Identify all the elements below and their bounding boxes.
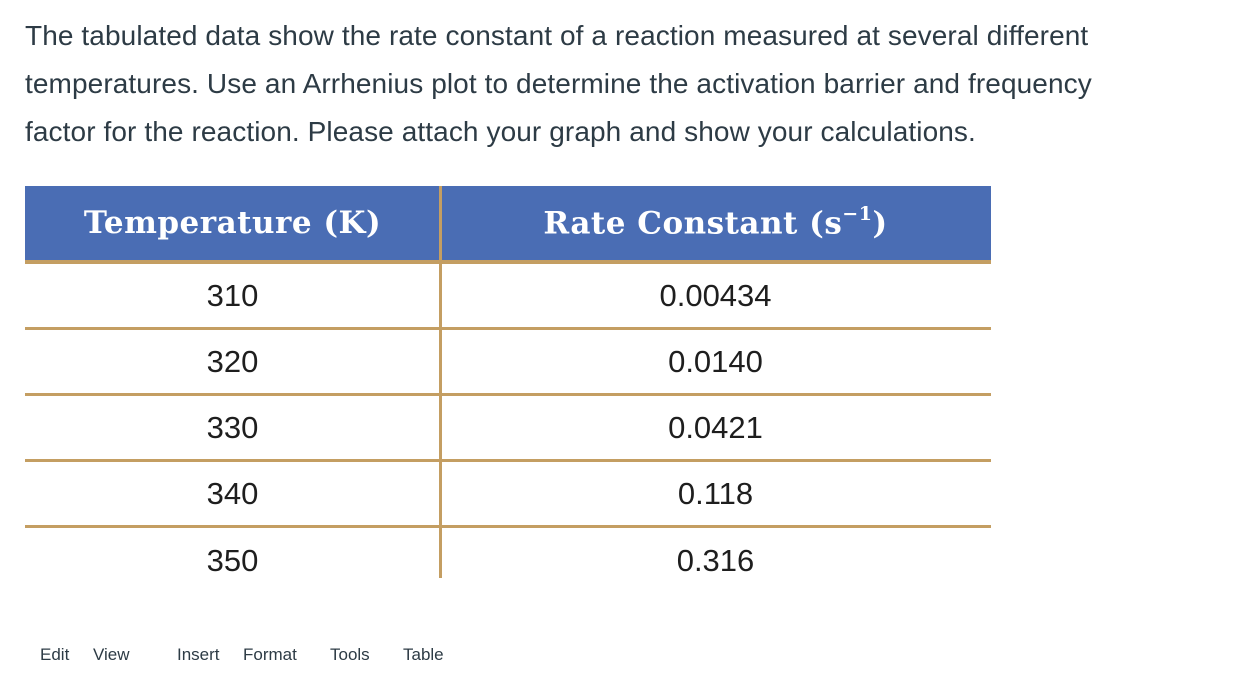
temperature-cell: 310 — [206, 277, 259, 313]
menu-edit[interactable]: Edit — [40, 645, 70, 664]
temperature-cell: 340 — [206, 475, 259, 511]
table-column-divider — [439, 186, 442, 578]
data-table: Temperature (K) Rate Constant (s−1) 310 … — [25, 186, 991, 593]
table-row: 350 0.316 — [25, 528, 991, 593]
menu-tools[interactable]: Tools — [330, 645, 370, 664]
question-text-line-1: The tabulated data show the rate constan… — [25, 20, 1089, 51]
rate-constant-cell: 0.0421 — [668, 409, 763, 445]
temperature-cell: 350 — [206, 542, 259, 578]
temperature-cell: 330 — [206, 409, 259, 445]
rate-constant-cell: 0.316 — [676, 542, 755, 578]
rate-constant-cell: 0.0140 — [668, 343, 763, 379]
question-text: The tabulated data show the rate constan… — [25, 12, 1250, 156]
question-text-line-2: temperatures. Use an Arrhenius plot to d… — [25, 68, 1092, 99]
table-header-row: Temperature (K) Rate Constant (s−1) — [25, 186, 991, 264]
rate-constant-cell: 0.118 — [677, 475, 754, 511]
menu-format[interactable]: Format — [243, 645, 297, 664]
table-row: 340 0.118 — [25, 462, 991, 528]
menu-view[interactable]: View — [93, 645, 130, 664]
rate-constant-header-cell: Rate Constant (s−1) — [440, 186, 991, 260]
menu-table[interactable]: Table — [403, 645, 444, 664]
question-text-line-3: factor for the reaction. Please attach y… — [25, 116, 976, 147]
table-row: 310 0.00434 — [25, 264, 991, 330]
temperature-cell: 320 — [206, 343, 259, 379]
temperature-header-cell: Temperature (K) — [25, 186, 440, 260]
table-row: 320 0.0140 — [25, 330, 991, 396]
menu-insert[interactable]: Insert — [177, 645, 220, 664]
editor-menubar: Edit View Insert Format Tools Table — [0, 645, 1260, 675]
rate-constant-cell: 0.00434 — [659, 277, 772, 313]
temperature-header-label: Temperature (K) — [83, 205, 382, 241]
superscript-minus-one: −1 — [842, 202, 873, 225]
rate-constant-header-label: Rate Constant (s−1) — [543, 202, 888, 242]
table-row: 330 0.0421 — [25, 396, 991, 462]
